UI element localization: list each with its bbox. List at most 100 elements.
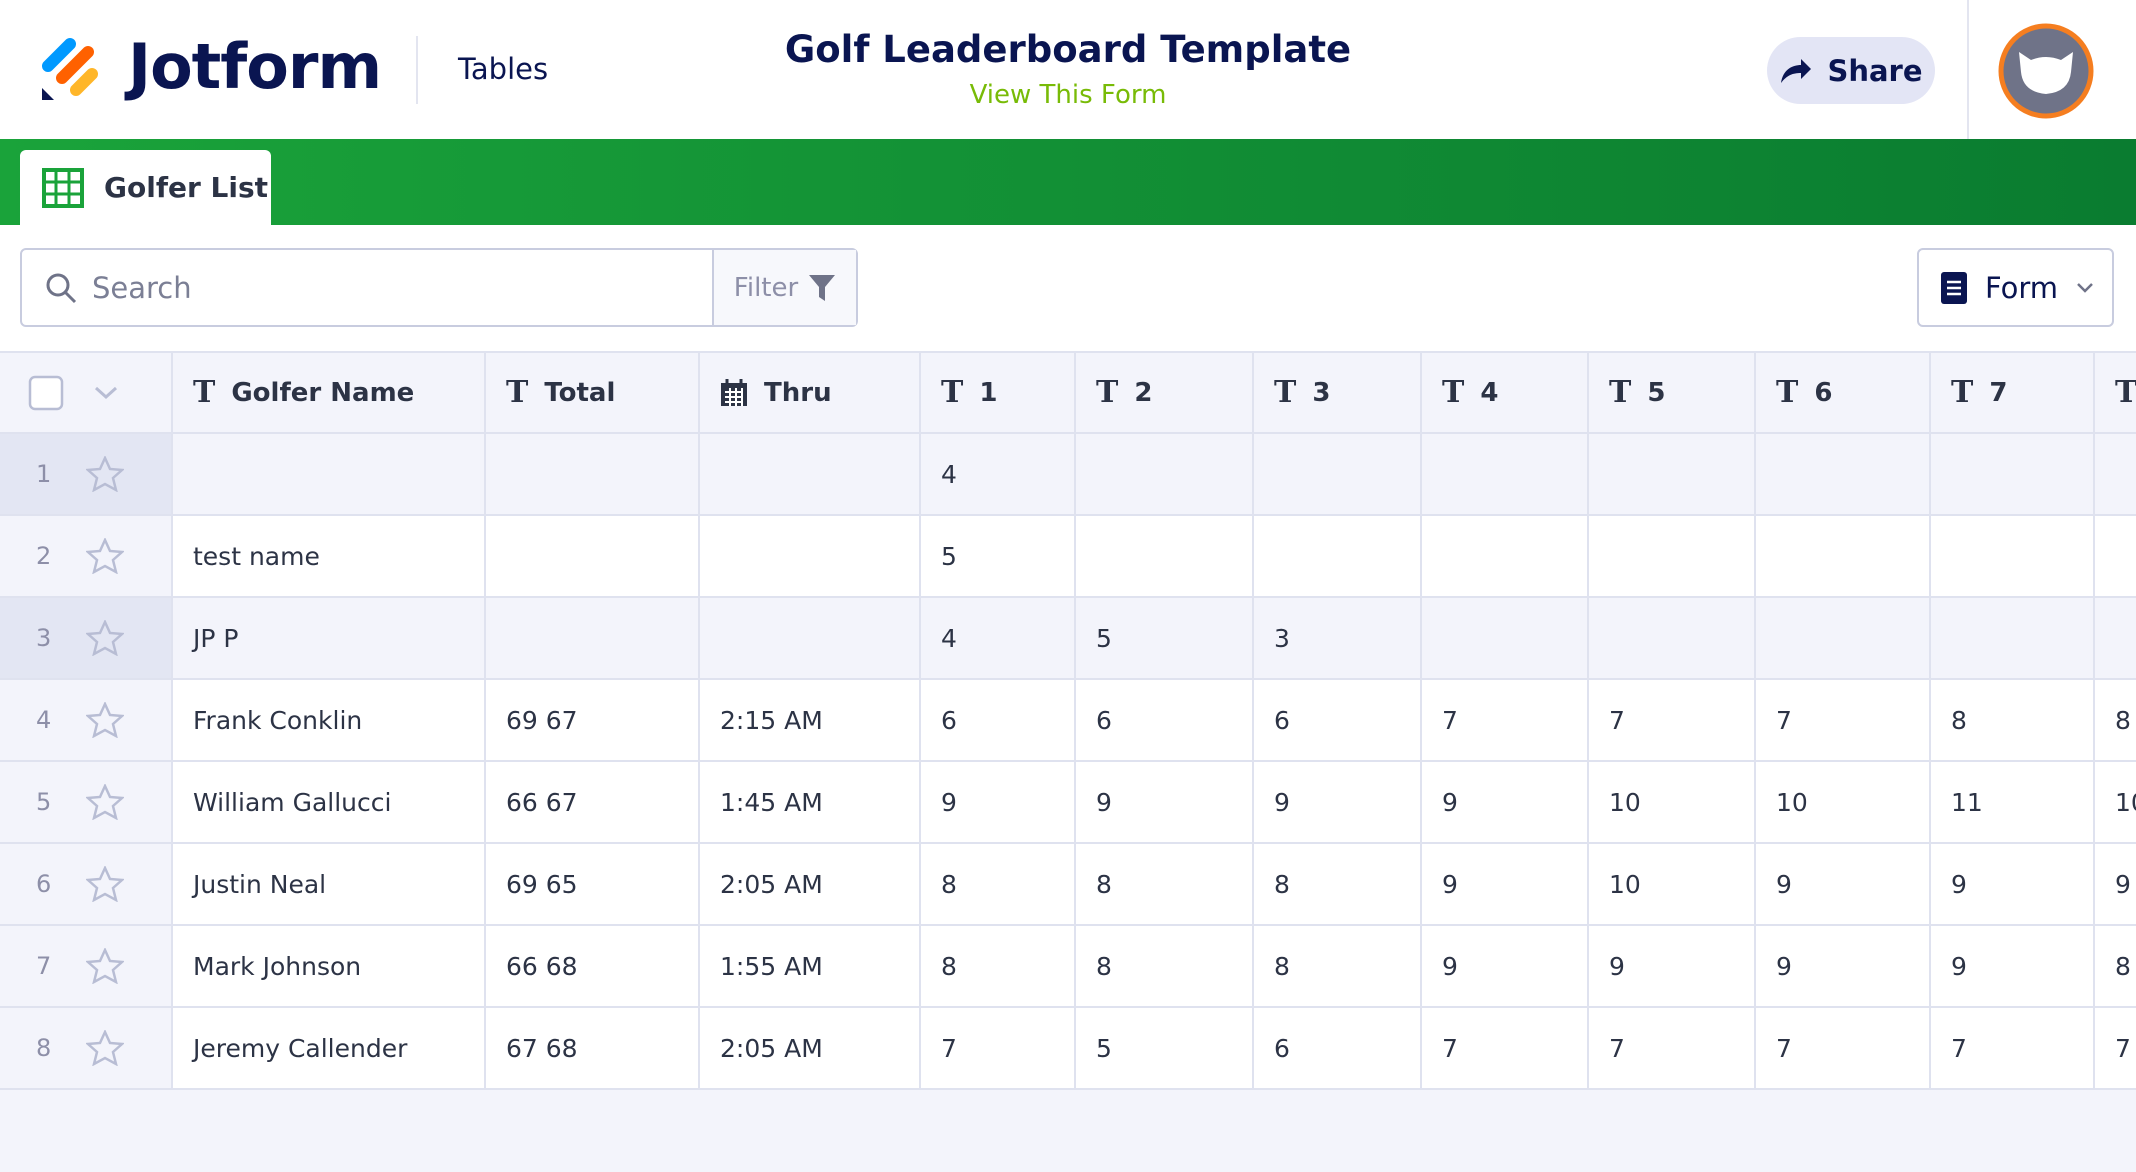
cell[interactable]	[1756, 434, 1931, 516]
cell[interactable]: 10	[1756, 762, 1931, 844]
cell[interactable]	[173, 434, 486, 516]
cell[interactable]: 1:55 AM	[700, 926, 921, 1008]
cell[interactable]: Mark Johnson	[173, 926, 486, 1008]
cell[interactable]: 10	[1589, 762, 1756, 844]
cell[interactable]	[1076, 434, 1254, 516]
column-header[interactable]: Thru	[700, 353, 921, 434]
cell[interactable]: 1:45 AM	[700, 762, 921, 844]
cell[interactable]: 2:05 AM	[700, 844, 921, 926]
cell[interactable]	[1756, 516, 1931, 598]
cell[interactable]: 9	[1931, 844, 2095, 926]
cell[interactable]: 8	[1076, 844, 1254, 926]
header-select[interactable]	[0, 353, 173, 434]
cell[interactable]: JP P	[173, 598, 486, 680]
column-header[interactable]: T Golfer Name	[173, 353, 486, 434]
star-button[interactable]	[86, 620, 124, 656]
cell[interactable]: 5	[1076, 1008, 1254, 1090]
cell[interactable]: 9	[1931, 926, 2095, 1008]
cell[interactable]: 8	[1254, 844, 1422, 926]
cell[interactable]: 7	[2095, 1008, 2136, 1090]
cell[interactable]	[486, 434, 700, 516]
cell[interactable]: 2:15 AM	[700, 680, 921, 762]
cell[interactable]: 9	[921, 762, 1076, 844]
star-button[interactable]	[86, 538, 124, 574]
view-form-link[interactable]: View This Form	[969, 80, 1167, 110]
cell[interactable]: 9	[1589, 926, 1756, 1008]
cell[interactable]: 3	[1254, 598, 1422, 680]
cell[interactable]: 7	[1422, 680, 1589, 762]
cell[interactable]: 9	[1422, 844, 1589, 926]
cell[interactable]	[1931, 598, 2095, 680]
cell[interactable]: Frank Conklin	[173, 680, 486, 762]
cell[interactable]: test name	[173, 516, 486, 598]
cell[interactable]	[700, 516, 921, 598]
cell[interactable]: Jeremy Callender	[173, 1008, 486, 1090]
search-box[interactable]: Search Filter	[20, 248, 858, 327]
star-button[interactable]	[86, 784, 124, 820]
form-button[interactable]: Form	[1917, 248, 2114, 327]
cell[interactable]: 8	[1076, 926, 1254, 1008]
cell[interactable]: 9	[2095, 844, 2136, 926]
cell[interactable]: 8	[2095, 680, 2136, 762]
star-button[interactable]	[86, 456, 124, 492]
cell[interactable]	[1589, 516, 1756, 598]
cell[interactable]	[1589, 598, 1756, 680]
cell[interactable]: 8	[1931, 680, 2095, 762]
cell[interactable]: Justin Neal	[173, 844, 486, 926]
cell[interactable]	[1422, 434, 1589, 516]
cell[interactable]: 67 68	[486, 1008, 700, 1090]
cell[interactable]: 8	[921, 844, 1076, 926]
filter-button[interactable]: Filter	[712, 250, 856, 325]
cell[interactable]	[2095, 516, 2136, 598]
cell[interactable]: William Gallucci	[173, 762, 486, 844]
cell[interactable]	[700, 434, 921, 516]
cell[interactable]: 8	[2095, 926, 2136, 1008]
cell[interactable]	[2095, 434, 2136, 516]
select-all[interactable]	[28, 375, 118, 411]
cell[interactable]: 5	[1076, 598, 1254, 680]
cell[interactable]: 6	[921, 680, 1076, 762]
cell[interactable]: 8	[1254, 926, 1422, 1008]
cell[interactable]: 10	[1589, 844, 1756, 926]
column-header[interactable]: T	[2095, 353, 2136, 434]
cell[interactable]	[1254, 516, 1422, 598]
cell[interactable]: 2:05 AM	[700, 1008, 921, 1090]
cell[interactable]	[1076, 516, 1254, 598]
cell[interactable]: 9	[1422, 926, 1589, 1008]
cell[interactable]	[486, 516, 700, 598]
cell[interactable]: 6	[1076, 680, 1254, 762]
cell[interactable]: 69 67	[486, 680, 700, 762]
star-button[interactable]	[86, 702, 124, 738]
cell[interactable]: 8	[921, 926, 1076, 1008]
cell[interactable]: 10	[2095, 762, 2136, 844]
cell[interactable]: 4	[921, 434, 1076, 516]
cell[interactable]	[1422, 598, 1589, 680]
cell[interactable]	[486, 598, 700, 680]
cell[interactable]: 7	[1756, 1008, 1931, 1090]
cell[interactable]: 4	[921, 598, 1076, 680]
cell[interactable]: 7	[1931, 1008, 2095, 1090]
cell[interactable]: 69 65	[486, 844, 700, 926]
cell[interactable]	[1931, 516, 2095, 598]
star-button[interactable]	[86, 948, 124, 984]
cell[interactable]: 9	[1756, 844, 1931, 926]
avatar[interactable]	[1997, 22, 2095, 120]
cell[interactable]: 11	[1931, 762, 2095, 844]
cell[interactable]: 6	[1254, 1008, 1422, 1090]
cell[interactable]: 7	[921, 1008, 1076, 1090]
cell[interactable]: 66 67	[486, 762, 700, 844]
share-button[interactable]: Share	[1767, 37, 1935, 104]
cell[interactable]: 9	[1254, 762, 1422, 844]
cell[interactable]: 6	[1254, 680, 1422, 762]
cell[interactable]: 7	[1589, 1008, 1756, 1090]
cell[interactable]	[1422, 516, 1589, 598]
cell[interactable]: 7	[1756, 680, 1931, 762]
star-button[interactable]	[86, 1030, 124, 1066]
